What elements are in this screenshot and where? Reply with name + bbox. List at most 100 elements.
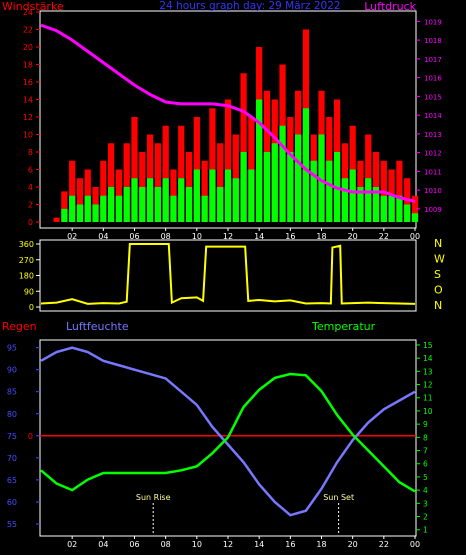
pressure-right-tick-label: 1015: [424, 93, 442, 101]
wind-average-bar: [162, 178, 169, 222]
pressure-axis-title: Luftdruck: [364, 0, 416, 13]
temperature-right-tick-label: 1: [423, 526, 428, 535]
sunset-label: Sun Set: [323, 493, 354, 502]
wind-average-bar: [287, 152, 294, 222]
wind-left-tick-label: 14: [23, 96, 33, 105]
wind-average-bar: [92, 204, 99, 222]
wind-average-bar: [201, 195, 208, 222]
wind-average-bar: [224, 169, 232, 222]
wind-gust-bar: [131, 117, 138, 222]
wind-average-bar: [256, 99, 263, 222]
wind-gust-bar: [224, 99, 232, 222]
compass-letter: S: [434, 268, 441, 281]
humidity-x-tick-label: 08: [161, 540, 171, 549]
direction-line: [40, 243, 416, 305]
temperature-right-tick-label: 7: [423, 447, 428, 456]
wind-left-tick-label: 2: [28, 201, 33, 210]
rain-label: Regen: [2, 320, 37, 333]
compass-letter: N: [434, 299, 442, 312]
wind-average-bar: [108, 187, 115, 222]
wind-average-bar: [372, 187, 380, 222]
direction-tick-label: 90: [24, 287, 34, 296]
compass-letter: N: [434, 237, 442, 250]
wind-gust-bar: [61, 191, 68, 222]
wind-gust-bar: [209, 108, 216, 222]
rain-value-label: 0: [28, 432, 33, 441]
wind-x-tick-label: 14: [254, 232, 264, 241]
wind-x-tick-label: 20: [348, 232, 358, 241]
wind-x-tick-label: 04: [98, 232, 108, 241]
temperature-right-tick-label: 11: [423, 394, 433, 403]
humidity-x-tick-label: 16: [285, 540, 295, 549]
wind-gust-bar: [240, 73, 247, 222]
wind-average-bar: [380, 195, 387, 222]
wind-gust-bar: [100, 160, 107, 222]
temperature-right-tick-label: 6: [423, 460, 428, 469]
wind-average-bar: [411, 213, 419, 222]
wind-average-bar: [357, 187, 364, 222]
wind-average-bar: [279, 125, 286, 222]
wind-left-tick-label: 8: [28, 148, 33, 157]
wind-gust-bar: [123, 143, 130, 222]
wind-x-tick-label: 06: [129, 232, 139, 241]
humidity-left-tick-label: 80: [7, 410, 17, 419]
wind-average-bar: [302, 108, 310, 222]
wind-average-bar: [139, 187, 146, 222]
wind-gust-bar: [201, 160, 208, 222]
wind-gust-bar: [396, 160, 403, 222]
sunrise-label: Sun Rise: [136, 493, 171, 502]
humidity-x-tick-label: 14: [254, 540, 264, 549]
wind-left-tick-label: 12: [23, 113, 33, 122]
wind-gust-bar: [108, 143, 115, 222]
wind-average-bar: [193, 169, 200, 222]
wind-average-bar: [217, 187, 224, 222]
wind-left-tick-label: 10: [23, 131, 33, 140]
wind-x-tick-label: 16: [285, 232, 295, 241]
wind-gust-bar: [217, 143, 224, 222]
wind-average-bar: [396, 195, 403, 222]
wind-gust-bar: [162, 125, 169, 222]
pressure-right-tick-label: 1018: [424, 37, 442, 45]
humidity-x-axis: 02 04 06 08 10 12 14 16 18 20 22 00: [67, 536, 420, 549]
temperature-right-tick-label: 12: [423, 381, 433, 390]
humidity-x-tick-label: 06: [129, 540, 139, 549]
wind-gust-bar: [53, 217, 60, 222]
temperature-right-tick-label: 4: [423, 486, 428, 495]
humidity-x-tick-label: 00: [410, 540, 420, 549]
wind-average-bar: [248, 169, 255, 222]
wind-left-tick-label: 4: [28, 183, 33, 192]
wind-average-bar: [76, 204, 84, 222]
wind-x-axis: 02 04 06 08 10 12 14 16 18 20 22 00: [67, 228, 420, 241]
wind-average-bar: [240, 152, 247, 222]
pressure-right-axis: 1009 1010 1011 1012 1013 1014 1015 1016 1017 1018…: [416, 18, 442, 214]
wind-average-bar: [263, 152, 271, 222]
humidity-left-tick-label: 75: [7, 432, 17, 441]
wind-average-bar: [123, 187, 130, 222]
humidity-x-tick-label: 02: [67, 540, 77, 549]
wind-x-tick-label: 12: [223, 232, 233, 241]
wind-average-bar: [146, 178, 154, 222]
direction-tick-label: 180: [19, 272, 34, 281]
wind-x-tick-label: 08: [161, 232, 171, 241]
humidity-x-tick-label: 10: [192, 540, 202, 549]
temperature-line: [40, 372, 416, 493]
wind-left-tick-label: 18: [23, 61, 33, 70]
pressure-line: [40, 23, 416, 203]
pressure-right-tick-label: 1013: [424, 131, 442, 139]
wind-gust-bar: [69, 160, 76, 222]
humidity-left-tick-label: 95: [7, 344, 17, 353]
wind-gust-bar: [76, 178, 84, 222]
humidity-left-tick-label: 70: [7, 454, 17, 463]
temperature-label: Temperatur: [311, 320, 376, 333]
wind-left-tick-label: 24: [23, 8, 33, 17]
wind-average-bar: [209, 169, 216, 222]
temperature-right-tick-label: 8: [423, 433, 428, 442]
temperature-right-tick-label: 14: [423, 354, 433, 363]
wind-average-bar: [100, 195, 107, 222]
pressure-right-tick-label: 1017: [424, 56, 442, 64]
temperature-right-tick-label: 3: [423, 499, 428, 508]
